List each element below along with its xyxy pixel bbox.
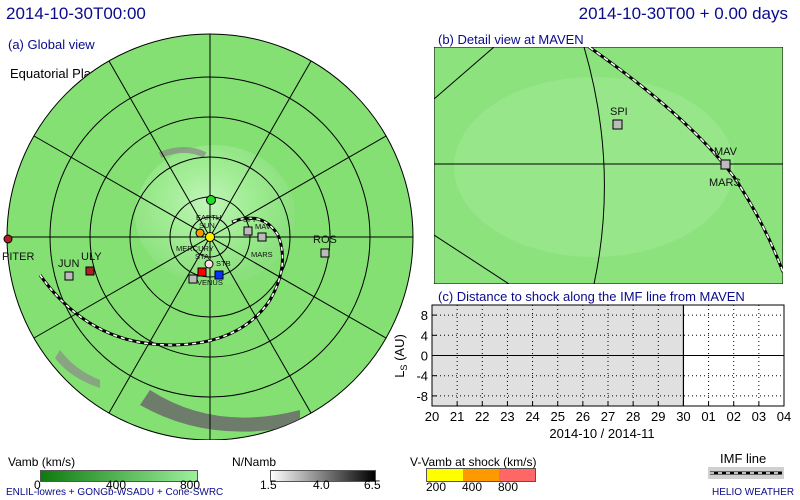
label-mav-a: MAV bbox=[255, 222, 271, 231]
label-uly: ULY bbox=[81, 251, 102, 263]
ulysses-marker bbox=[85, 266, 95, 276]
jupiter-marker bbox=[3, 234, 13, 244]
maven-marker-a bbox=[257, 232, 267, 242]
label-spi-a: SPI bbox=[243, 215, 255, 224]
model-credit: ENLIL-lowres + GONGb-WSADU + Cone-SWRC bbox=[6, 487, 224, 498]
chart-plot-area bbox=[432, 305, 784, 406]
label-ros: ROS bbox=[313, 234, 337, 246]
chart-past-region bbox=[432, 305, 684, 406]
namb-colorbar-title: N/Namb bbox=[232, 455, 277, 469]
shock-tick-1: 400 bbox=[462, 480, 483, 494]
spi-marker-b bbox=[612, 119, 623, 130]
chart-xtick-label: 29 bbox=[651, 409, 665, 424]
namb-tick-2: 6.5 bbox=[364, 478, 381, 492]
chart-xtick-label: 22 bbox=[475, 409, 489, 424]
label-sta: STA bbox=[195, 252, 209, 261]
helio-weather-credit: HELIO WEATHER bbox=[712, 487, 795, 498]
venus-marker bbox=[204, 259, 214, 269]
vamb-tick-0: 0 bbox=[34, 478, 41, 492]
imf-legend-swatch bbox=[708, 467, 784, 479]
chart-xtick-label: 21 bbox=[450, 409, 464, 424]
chart-xtick-label: 24 bbox=[525, 409, 539, 424]
stb-marker bbox=[214, 270, 224, 280]
shock-colorbar bbox=[426, 468, 536, 482]
shock-tick-0: 200 bbox=[426, 480, 447, 494]
mercury-marker bbox=[195, 228, 205, 238]
chart-xtick-label: 23 bbox=[500, 409, 514, 424]
label-venus: VENUS bbox=[197, 278, 223, 287]
label-mars-a: MARS bbox=[251, 250, 273, 259]
sta-marker bbox=[197, 267, 207, 277]
chart-xtick-label: 27 bbox=[601, 409, 615, 424]
maven-marker-b bbox=[720, 159, 731, 170]
chart-xtick-label: 03 bbox=[752, 409, 766, 424]
namb-tick-0: 1.5 bbox=[260, 478, 277, 492]
namb-colorbar bbox=[270, 470, 376, 482]
global-view-plot: EARTH SUN MERCURY STA STB VENUS SPI MAV … bbox=[2, 33, 414, 440]
elapsed-title: 2014-10-30T00 + 0.00 days bbox=[578, 4, 788, 23]
juno-marker bbox=[64, 271, 74, 281]
label-mav-b: MAV bbox=[714, 146, 738, 158]
detail-view-plot: SPI MAV MARS bbox=[434, 47, 783, 284]
chart-xtick-label: 25 bbox=[550, 409, 564, 424]
rosetta-marker bbox=[320, 248, 330, 258]
chart-xtick-label: 30 bbox=[676, 409, 690, 424]
panel-b-title: (b) Detail view at MAVEN bbox=[438, 32, 584, 47]
label-spi-b: SPI bbox=[610, 106, 628, 118]
shock-colorbar-title: V-Vamb at shock (km/s) bbox=[410, 455, 537, 469]
vamb-colorbar-title: Vamb (km/s) bbox=[8, 455, 76, 469]
chart-xtick-label: 02 bbox=[726, 409, 740, 424]
label-stb: STB bbox=[216, 259, 231, 268]
chart-xlabel: 2014-10 / 2014-11 bbox=[549, 426, 654, 441]
vamb-tick-1: 400 bbox=[106, 478, 127, 492]
label-mars-b: MARS bbox=[709, 177, 741, 189]
vamb-tick-2: 800 bbox=[180, 478, 201, 492]
chart-xtick-label: 28 bbox=[626, 409, 640, 424]
vamb-colorbar bbox=[40, 470, 198, 482]
cme-density-band bbox=[140, 390, 300, 432]
chart-xtick-label: 01 bbox=[701, 409, 715, 424]
label-jun: JUN bbox=[58, 258, 79, 270]
timestamp-title: 2014-10-30T00:00 bbox=[6, 4, 146, 23]
label-piter: PITER bbox=[2, 251, 34, 263]
label-sun: SUN bbox=[199, 221, 215, 230]
imf-spiral-line bbox=[38, 216, 284, 347]
imf-legend-title: IMF line bbox=[720, 451, 767, 466]
panel-c-title: (c) Distance to shock along the IMF line… bbox=[438, 289, 745, 304]
equatorial-plane-label: Equatorial Plane bbox=[10, 66, 106, 81]
chart-xtick-label: 04 bbox=[777, 409, 791, 424]
chart-frame bbox=[431, 304, 785, 407]
namb-tick-1: 4.0 bbox=[313, 478, 330, 492]
panel-a-title: (a) Global view bbox=[8, 37, 95, 52]
label-mercury: MERCURY bbox=[176, 244, 214, 253]
earth-marker bbox=[206, 195, 216, 205]
chart-xtick-label: 26 bbox=[576, 409, 590, 424]
sun-marker bbox=[205, 232, 215, 242]
shock-tick-2: 800 bbox=[498, 480, 519, 494]
venus-probe-marker bbox=[188, 274, 198, 284]
label-earth: EARTH bbox=[196, 213, 221, 222]
spi-marker-a bbox=[243, 226, 253, 236]
